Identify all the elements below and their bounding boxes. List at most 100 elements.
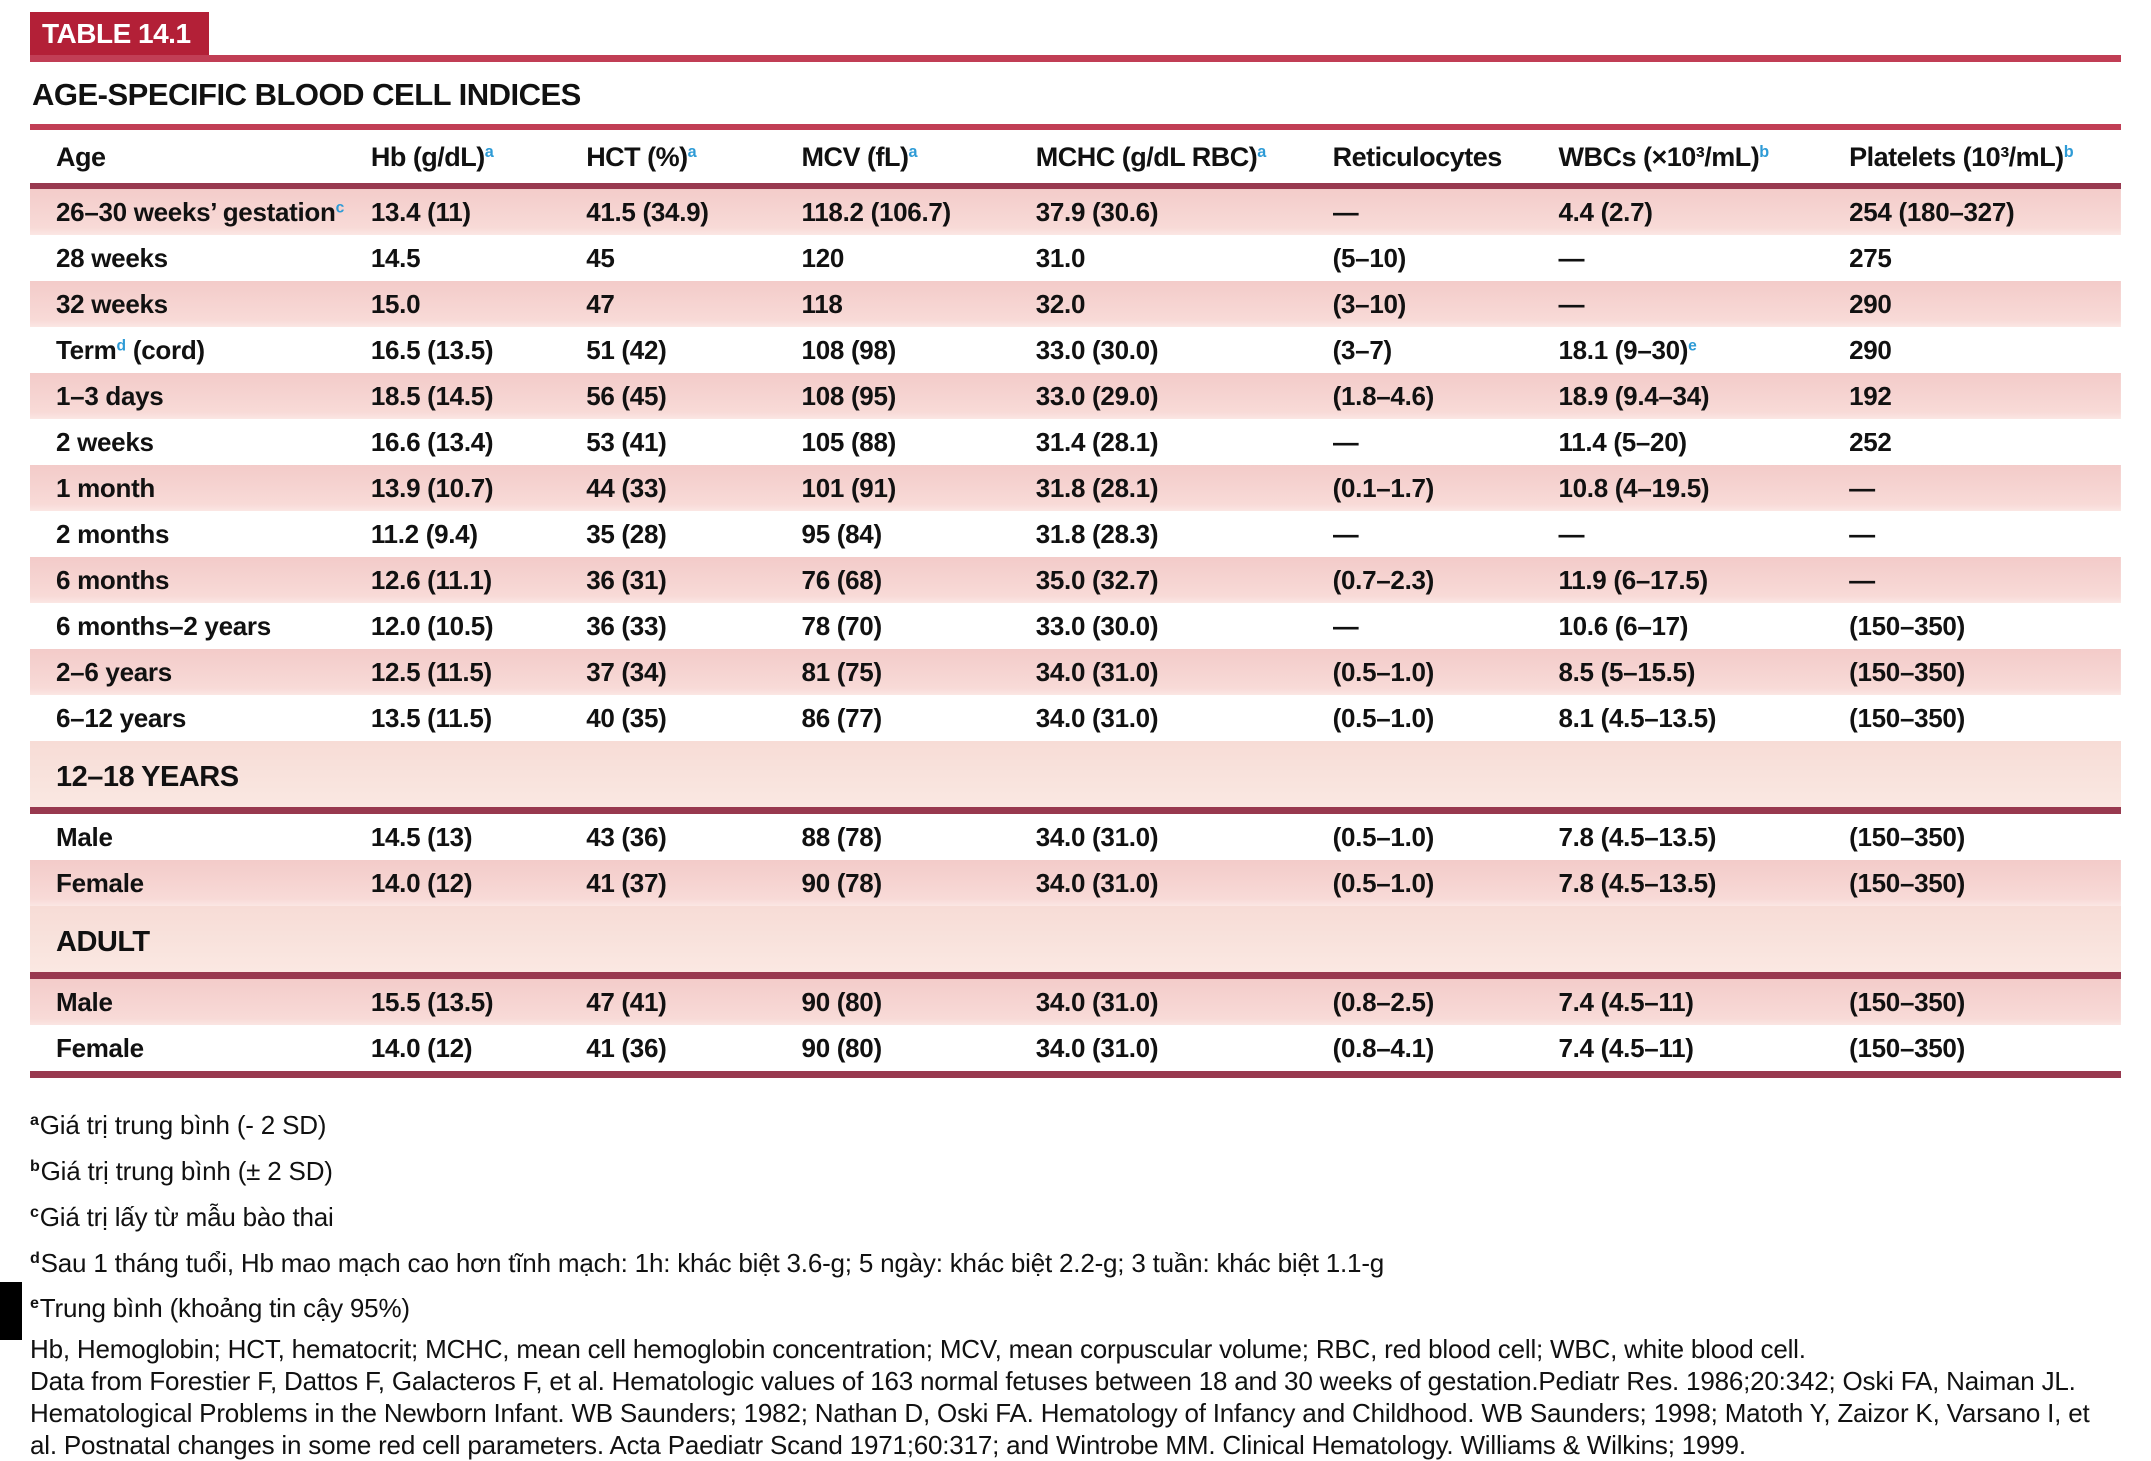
footnote: bGiá trị trung bình (± 2 SD) — [30, 1155, 333, 1186]
table-cell: 6 months–2 years — [56, 611, 271, 641]
table-cell: 34.0 (31.0) — [1035, 822, 1159, 852]
table-cell: (0.5–1.0) — [1332, 868, 1435, 898]
table-cell: 11.4 (5–20) — [1558, 427, 1687, 457]
table-cell: 31.4 (28.1) — [1035, 427, 1159, 457]
table-cell: 33.0 (30.0) — [1035, 611, 1159, 641]
footnotes-block: aGiá trị trung bình (- 2 SD) bGiá trị tru… — [0, 1078, 2151, 1461]
superscript-note-mark: a — [908, 143, 918, 162]
table-row: Female 14.0 (12) 41 (36) 90 (80) 34.0 (31.0)… — [30, 1025, 2121, 1075]
table-cell: Male — [56, 987, 113, 1017]
table-cell: (150–350) — [1849, 657, 1965, 687]
table-cell: 16.6 (13.4) — [370, 427, 494, 457]
table-row: 2–6 years 12.5 (11.5) 37 (34) 81 (75) 34.0 (… — [30, 649, 2121, 695]
table-row: 6–12 years 13.5 (11.5) 40 (35) 86 (77) 34.0 … — [30, 695, 2121, 741]
table-cell: 43 (36) — [586, 822, 667, 852]
table-row: 28 weeks 14.5 45 120 31.0 (5–10) — 275 — [30, 235, 2121, 281]
table-cell: 6–12 years — [56, 703, 187, 733]
table-row: 2 weeks 16.6 (13.4) 53 (41) 105 (88) 31.4 (2… — [30, 419, 2121, 465]
column-header: MCHC (g/dL RBC)a — [1035, 130, 1333, 189]
table-cell: 41 (37) — [586, 868, 667, 898]
table-cell: (0.5–1.0) — [1332, 657, 1435, 687]
table-cell: 290 — [1849, 335, 1892, 365]
table-cell: (0.8–4.1) — [1332, 1033, 1435, 1063]
table-row: 6 months 12.6 (11.1) 36 (31) 76 (68) 35.0 (3… — [30, 557, 2121, 603]
table-cell: — — [1849, 473, 1875, 503]
superscript-note-mark: d — [116, 337, 126, 355]
table-cell: 1–3 days — [56, 381, 164, 411]
table-row: 26–30 weeks’ gestationc 13.4 (11) 41.5 (34… — [30, 186, 2121, 235]
table-row: Termd (cord) 16.5 (13.5) 51 (42) 108 (98) 33… — [30, 327, 2121, 373]
table-cell: (0.7–2.3) — [1332, 565, 1435, 595]
section-header-row: ADULT — [30, 906, 2121, 979]
table-cell: 35.0 (32.7) — [1035, 565, 1159, 595]
table-cell: (150–350) — [1849, 1033, 1965, 1063]
table-cell: 34.0 (31.0) — [1035, 987, 1159, 1017]
table-cell: — — [1558, 519, 1585, 549]
superscript-note-mark: b — [2063, 143, 2074, 162]
table-cell: 40 (35) — [586, 703, 667, 733]
table-row: 1–3 days 18.5 (14.5) 56 (45) 108 (95) 33.0 (… — [30, 373, 2121, 419]
table-cell: 13.4 (11) — [370, 197, 471, 227]
superscript-note-mark: b — [1759, 143, 1770, 162]
table-cell: 290 — [1849, 289, 1892, 319]
table-cell: 26–30 weeks’ gestationc — [56, 197, 345, 227]
footnote-mark: a — [30, 1111, 39, 1129]
section-header-label: 12–18 YEARS — [30, 741, 2121, 814]
table-cell: 4.4 (2.7) — [1558, 197, 1653, 227]
table-cell: 41 (36) — [586, 1033, 667, 1063]
table-cell: — — [1849, 519, 1875, 549]
footnote-mark: c — [30, 1202, 39, 1221]
table-cell: 18.1 (9–30)e — [1558, 335, 1697, 365]
table-cell: 14.5 (13) — [370, 822, 473, 852]
table-cell: 14.5 — [370, 243, 421, 273]
table-cell: 254 (180–327) — [1849, 197, 2015, 227]
table-label-band: TABLE 14.1 — [30, 12, 2121, 62]
table-cell: 8.1 (4.5–13.5) — [1558, 703, 1717, 733]
table-cell: 8.5 (5–15.5) — [1558, 657, 1696, 687]
table-cell: (0.1–1.7) — [1332, 473, 1435, 503]
section-header-row: 12–18 YEARS — [30, 741, 2121, 814]
table-cell: (150–350) — [1849, 987, 1965, 1017]
column-header: Hb (g/dL)a — [370, 130, 587, 189]
table-cell: — — [1558, 289, 1585, 319]
table-cell: 10.8 (4–19.5) — [1558, 473, 1710, 503]
table-cell: 95 (84) — [801, 519, 883, 549]
table-cell: — — [1558, 243, 1585, 273]
table-cell: 2 weeks — [56, 427, 154, 457]
table-cell: 31.8 (28.3) — [1035, 519, 1159, 549]
table-cell: 76 (68) — [801, 565, 883, 595]
table-cell: 108 (98) — [801, 335, 897, 365]
table-cell: 7.8 (4.5–13.5) — [1558, 822, 1717, 852]
table-cell: 34.0 (31.0) — [1035, 703, 1159, 733]
table-cell: 34.0 (31.0) — [1035, 1033, 1159, 1063]
table-cell: (1.8–4.6) — [1332, 381, 1435, 411]
table-cell: 34.0 (31.0) — [1035, 657, 1159, 687]
superscript-note-mark: e — [1688, 337, 1697, 355]
table-cell: — — [1332, 197, 1359, 227]
table-cell: 2 months — [56, 519, 170, 549]
column-header: WBCs (×10³/mL)b — [1558, 130, 1850, 189]
table-cell: (0.8–2.5) — [1332, 987, 1435, 1017]
table-cell: 10.6 (6–17) — [1558, 611, 1689, 641]
table-cell: 28 weeks — [56, 243, 168, 273]
table-cell: 11.9 (6–17.5) — [1558, 565, 1708, 595]
table-cell: 118.2 (106.7) — [801, 197, 952, 227]
table-cell: 108 (95) — [801, 381, 897, 411]
table-cell: 86 (77) — [801, 703, 883, 733]
column-header: MCV (fL)a — [801, 130, 1036, 189]
table-cell: 81 (75) — [801, 657, 883, 687]
blood-cell-indices-table: Age Hb (g/dL)a HCT (%)a MCV (fL)a MCHC (g/dL… — [30, 130, 2121, 1078]
table-cell: — — [1332, 611, 1359, 641]
table-cell: 18.9 (9.4–34) — [1558, 381, 1710, 411]
table-cell: 118 — [801, 289, 843, 319]
table-cell: — — [1332, 519, 1359, 549]
table-cell: 35 (28) — [586, 519, 667, 549]
footnote-mark: d — [30, 1248, 40, 1267]
table-cell: Female — [56, 1033, 144, 1063]
footnote: eTrung bình (khoảng tin cậy 95%) — [30, 1293, 410, 1324]
table-row: 32 weeks 15.0 47 118 32.0 (3–10) — 290 — [30, 281, 2121, 327]
table-cell: 14.0 (12) — [370, 868, 473, 898]
table-cell: 32.0 — [1035, 289, 1086, 319]
table-cell: 252 — [1849, 427, 1892, 457]
table-cell: 120 — [801, 243, 845, 273]
